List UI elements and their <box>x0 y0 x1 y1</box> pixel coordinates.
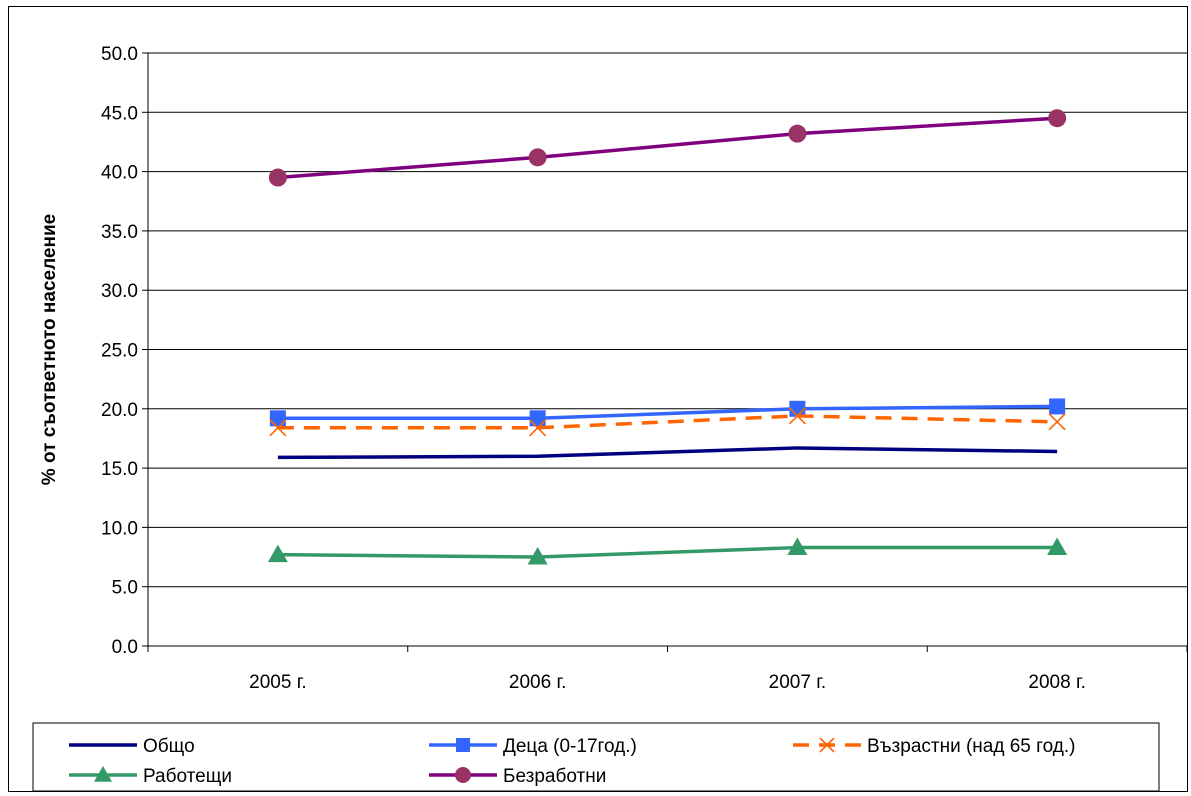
legend-item-1: Деца (0-17год.) <box>429 736 637 757</box>
y-tick-label: 0.0 <box>112 637 138 658</box>
marker-x-stroke <box>529 419 547 437</box>
y-tick-label: 45.0 <box>101 103 138 124</box>
x-tick-label: 2005 г. <box>249 672 306 693</box>
axes: 0.0 5.0 10.0 15.0 20.0 25.0 30.0 35.0 40.0 45.0 50… <box>101 44 1187 693</box>
y-tick-label: 50.0 <box>101 44 138 65</box>
series-line <box>277 446 1058 460</box>
marker-circle <box>268 168 287 187</box>
marker-x <box>1048 413 1066 431</box>
series-4 <box>268 109 1067 187</box>
series-2 <box>269 407 1066 437</box>
x-tick-label: 2006 г. <box>509 672 566 693</box>
legend-label: Безработни <box>503 766 606 787</box>
y-tick-label: 10.0 <box>101 518 138 539</box>
y-tick-label: 15.0 <box>101 459 138 480</box>
series-3 <box>267 537 1068 565</box>
x-tick-label: 2008 г. <box>1028 672 1085 693</box>
legend-label: Възрастни (над 65 год.) <box>867 736 1076 757</box>
legend-item-2: Възрастни (над 65 год.) <box>793 736 1076 757</box>
marker-square <box>1049 398 1066 415</box>
marker-circle <box>528 148 547 167</box>
y-tick-label: 30.0 <box>101 281 138 302</box>
legend-label: Общо <box>143 736 195 757</box>
marker-x-stroke <box>269 419 287 437</box>
marker-x-stroke <box>819 737 835 753</box>
marker-square <box>456 738 470 752</box>
legend-box <box>32 722 1160 791</box>
legend-item-0: Общо <box>69 736 195 757</box>
marker-x <box>529 419 547 437</box>
marker-x <box>788 407 806 425</box>
series-lines <box>267 109 1068 565</box>
legend-label: Работещи <box>143 766 232 787</box>
marker-triangle <box>267 544 288 563</box>
marker-triangle <box>94 766 112 782</box>
series-1 <box>269 398 1066 427</box>
marker-triangle <box>787 537 808 556</box>
marker-triangle <box>1047 537 1068 556</box>
series-line <box>277 404 1058 421</box>
marker-square <box>269 410 286 427</box>
marker-square <box>529 410 546 427</box>
legend: Общо Деца (0-17год.) Възрастни (над 65 год… <box>32 722 1160 791</box>
y-tick-label: 35.0 <box>101 222 138 243</box>
y-tick-label: 40.0 <box>101 163 138 184</box>
chart-frame: 0.0 5.0 10.0 15.0 20.0 25.0 30.0 35.0 40.0 45.0 50… <box>8 6 1188 792</box>
y-tick-label: 20.0 <box>101 400 138 421</box>
legend-label: Деца (0-17год.) <box>503 736 637 757</box>
y-tick-label: 5.0 <box>112 578 138 599</box>
line-chart: 0.0 5.0 10.0 15.0 20.0 25.0 30.0 35.0 40.0 45.0 50… <box>32 44 1187 791</box>
series-line <box>277 116 1058 180</box>
gridlines <box>148 52 1187 588</box>
marker-circle <box>1048 109 1067 128</box>
series-line <box>277 545 1058 559</box>
legend-item-3: Работещи <box>69 766 232 787</box>
series-0 <box>277 446 1058 460</box>
y-tick-label: 25.0 <box>101 341 138 362</box>
marker-x-stroke <box>1048 413 1066 431</box>
marker-circle <box>455 767 471 783</box>
y-axis-title: % от съответното население <box>39 214 60 485</box>
marker-x-stroke <box>788 407 806 425</box>
marker-x <box>819 737 835 753</box>
legend-item-4: Безработни <box>429 766 606 787</box>
marker-x <box>269 419 287 437</box>
marker-circle <box>788 124 807 143</box>
marker-triangle <box>527 547 548 565</box>
x-tick-label: 2007 г. <box>769 672 826 693</box>
